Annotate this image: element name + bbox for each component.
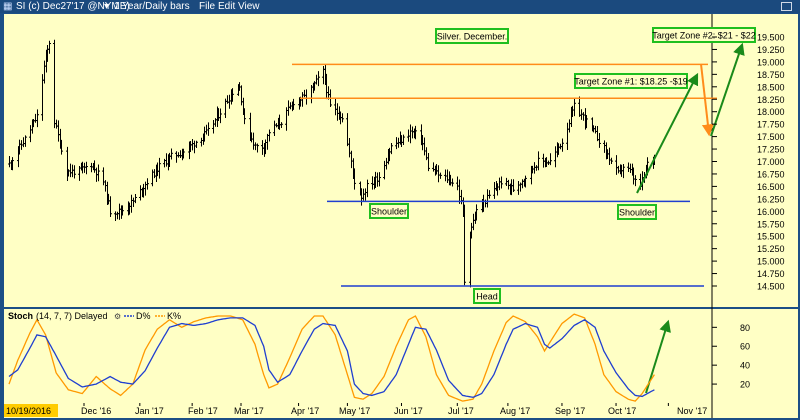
chevron-down-icon[interactable]: ▾ bbox=[104, 1, 110, 12]
price-tick-label: 17.000 bbox=[757, 157, 785, 167]
label-target-zone-2: Target Zone #2: $21 - $22 bbox=[652, 31, 756, 41]
price-tick-label: 18.750 bbox=[757, 70, 785, 80]
stoch-title: Stoch bbox=[8, 311, 33, 321]
symbol-label[interactable]: SI (c) Dec27'17 @NYME) bbox=[16, 1, 130, 12]
price-tick-label: 15.250 bbox=[757, 244, 785, 254]
price-tick-label: 18.500 bbox=[757, 82, 785, 92]
grid-icon[interactable]: ▦ bbox=[3, 1, 13, 12]
date-tick-label: May '17 bbox=[339, 406, 370, 416]
price-tick-label: 16.750 bbox=[757, 169, 785, 179]
stoch-tick-label: 80 bbox=[740, 323, 750, 333]
annotation-labels: Silver. December. Target Zone #2: $21 - $… bbox=[369, 27, 756, 304]
price-tick-label: 14.500 bbox=[757, 282, 785, 292]
legend-d-label: D% bbox=[136, 311, 151, 321]
stoch-k-line bbox=[8, 313, 655, 402]
stoch-axis-panel bbox=[712, 309, 798, 403]
period-label[interactable]: 1 Year/Daily bars bbox=[114, 1, 190, 12]
stoch-d-line bbox=[8, 317, 655, 398]
stoch-tick-label: 40 bbox=[740, 361, 750, 371]
date-tick-label: Sep '17 bbox=[555, 406, 585, 416]
menu-view[interactable]: View bbox=[238, 1, 260, 12]
corner-panel bbox=[712, 403, 798, 418]
price-tick-label: 17.750 bbox=[757, 120, 785, 130]
price-tick-label: 15.750 bbox=[757, 219, 785, 229]
price-tick-label: 16.500 bbox=[757, 182, 785, 192]
label-head: Head bbox=[476, 292, 498, 302]
price-tick-label: 19.000 bbox=[757, 57, 785, 67]
settings-icon: ⚙ bbox=[114, 312, 121, 321]
date-axis: 10/19/2016 Dec '16 Jan '17 Feb '17 Mar '17 Ap… bbox=[4, 403, 707, 417]
label-target-zone-1: Target Zone #1: $18.25 -$19 bbox=[574, 77, 688, 87]
price-axis-panel bbox=[712, 14, 798, 307]
price-tick-label: 16.000 bbox=[757, 207, 785, 217]
date-tick-label: Feb '17 bbox=[188, 406, 218, 416]
date-tick-label: Nov '17 bbox=[677, 406, 707, 416]
label-target-zone-2-box bbox=[652, 27, 756, 43]
label-left-shoulder: Shoulder bbox=[371, 207, 407, 217]
menu-file[interactable]: File bbox=[199, 1, 216, 12]
price-tick-label: 14.750 bbox=[757, 269, 785, 279]
menu-edit[interactable]: Edit bbox=[218, 1, 236, 12]
date-tick-label: Jul '17 bbox=[448, 406, 474, 416]
label-right-shoulder-box bbox=[617, 204, 657, 220]
date-tick-label: Oct '17 bbox=[608, 406, 636, 416]
title-bar: ▦ SI (c) Dec27'17 @NYME) ▾ 1 Year/Daily … bbox=[0, 0, 800, 13]
price-axis: 14.500 14.750 15.000 15.250 15.500 15.750 16.0… bbox=[712, 33, 785, 292]
stochastic-panel: Stoch (14, 7, 7) Delayed ⚙ D% K% 20 40 60 80 bbox=[8, 311, 750, 402]
legend-k-label: K% bbox=[167, 311, 181, 321]
label-title: Silver. December. bbox=[437, 32, 508, 42]
label-right-shoulder: Shoulder bbox=[619, 208, 655, 218]
label-title-box bbox=[435, 28, 509, 44]
date-axis-panel bbox=[4, 403, 712, 418]
price-tick-label: 15.000 bbox=[757, 257, 785, 267]
target-arrow-up bbox=[636, 72, 699, 194]
price-tick-label: 18.250 bbox=[757, 95, 785, 105]
price-tick-label: 19.500 bbox=[757, 33, 785, 43]
stoch-tick-label: 60 bbox=[740, 342, 750, 352]
price-tick-label: 16.250 bbox=[757, 194, 785, 204]
date-tick-label: Dec '16 bbox=[81, 406, 111, 416]
date-tick-label: Mar '17 bbox=[234, 406, 264, 416]
price-tick-label: 17.500 bbox=[757, 132, 785, 142]
stoch-tick-label: 20 bbox=[740, 380, 750, 390]
date-tick-label: Apr '17 bbox=[291, 406, 319, 416]
date-tick-label: Jan '17 bbox=[135, 406, 164, 416]
date-start-label: 10/19/2016 bbox=[6, 406, 51, 416]
date-tick-label: Aug '17 bbox=[500, 406, 530, 416]
label-left-shoulder-box bbox=[369, 203, 409, 219]
stoch-params: (14, 7, 7) Delayed bbox=[36, 311, 108, 321]
price-panel bbox=[4, 14, 712, 307]
date-tick-label: Jun '17 bbox=[394, 406, 423, 416]
level-lines bbox=[292, 63, 717, 287]
label-head-box bbox=[473, 288, 501, 304]
price-tick-label: 19.250 bbox=[757, 45, 785, 55]
price-tick-label: 17.250 bbox=[757, 145, 785, 155]
price-bars bbox=[8, 39, 656, 288]
target-arrow-up-2 bbox=[710, 42, 745, 137]
date-highlight bbox=[4, 404, 58, 417]
pullback-arrow bbox=[700, 63, 714, 137]
price-tick-label: 15.500 bbox=[757, 232, 785, 242]
price-tick-label: 18.000 bbox=[757, 107, 785, 117]
label-target-zone-1-box bbox=[574, 73, 688, 89]
window-restore-icon[interactable] bbox=[781, 2, 792, 11]
